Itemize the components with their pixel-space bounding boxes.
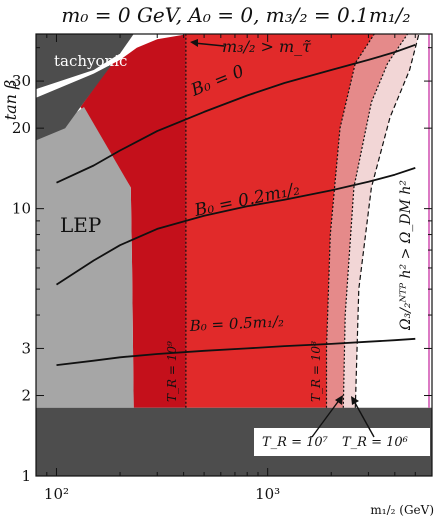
y-tick-label: 3 [21,339,31,357]
chart-title: m₀ = 0 GeV, A₀ = 0, m₃/₂ = 0.1m₁/₂ [61,3,410,27]
gravitino-arrowhead [190,39,198,47]
tachyonic-label: tachyonic [54,52,127,70]
tr-1e6-arrowhead [351,396,359,405]
b0-curve-1 [56,167,416,286]
y-tick-label: 20 [12,119,31,137]
arrows-layer [190,39,375,438]
tr-1e6-arrow [353,400,375,438]
tr-1e8-label: T_R = 10⁸ [309,341,323,402]
y-tick-label: 30 [12,72,31,90]
tr-1e7-arrow-label: T_R = 10⁷ [262,435,329,450]
region-tr-1e6 [343,34,419,408]
x-tick-label: 10² [44,485,69,503]
gravitino-arrow [193,42,225,47]
tr-1e7-edge [342,34,409,408]
tr-1e9-label: T_R = 10⁹ [165,341,179,402]
ticks-layer: 10² 10³ 1 2 3 10 20 30 [12,34,433,503]
regions-layer [36,34,432,476]
tachyonic-overlay [36,34,134,90]
omega-annotation: Ω₃/₂ᴺᵀᴾ h² > Ω_DM h² [398,180,414,331]
tr-1e8-edge [325,34,375,408]
y-tick-label: 2 [21,387,31,405]
tr-1e6-edge [354,34,420,408]
y-axis-label: tan β [1,80,20,121]
region-low-tanb [36,407,432,476]
region-lep [36,107,134,408]
plot-frame [35,33,433,477]
region-tr-1e9 [80,34,186,408]
tr-1e6-arrow-label: T_R = 10⁶ [342,435,408,450]
x-axis-label: m₁/₂ (GeV) [370,503,434,517]
b0-curve-0 [56,43,416,184]
tr-1e7-arrow [311,398,341,438]
region-tr-1e7 [326,34,408,408]
b0-curve-2 [56,337,416,366]
lep-label: LEP [60,213,101,237]
y-tick-label: 1 [21,467,31,485]
curves-layer [56,43,416,366]
curve-label-b0-0.5: B₀ = 0.5m₁/₂ [188,312,284,335]
arrow-label-box [254,428,430,456]
tr-1e7-arrowhead [335,395,343,405]
x-tick-label: 10³ [255,485,280,503]
gravitino-lsp-label: m₃/₂ > m_τ̃ [222,37,312,56]
y-tick-label: 10 [12,200,31,218]
